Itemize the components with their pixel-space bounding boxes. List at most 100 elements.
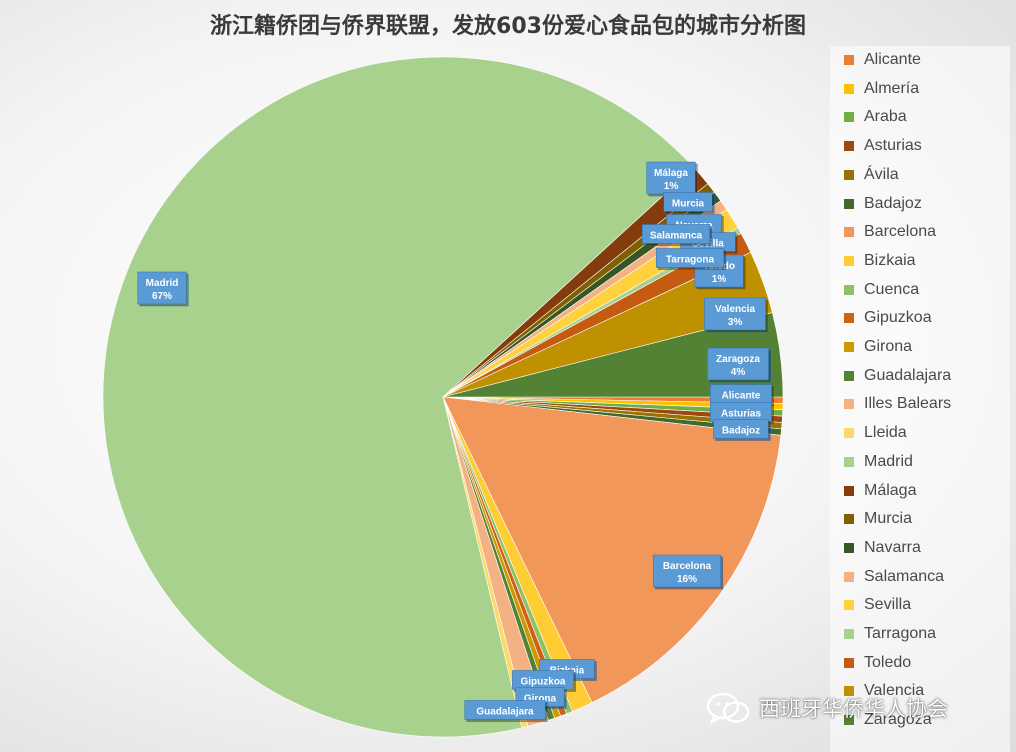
legend-label: Ávila bbox=[864, 165, 899, 183]
legend-item-zaragoza: Zaragoza bbox=[844, 706, 932, 734]
data-label-murcia: Murcia bbox=[663, 192, 715, 214]
data-label-name: Barcelona bbox=[663, 561, 712, 572]
legend-swatch bbox=[844, 112, 854, 123]
legend-label: Cuenca bbox=[864, 280, 920, 298]
legend-item--vila: Ávila bbox=[844, 161, 899, 189]
data-label-m-laga: Málaga 1% bbox=[646, 161, 698, 197]
data-label-gipuzkoa: Gipuzkoa bbox=[512, 670, 576, 692]
legend-item-gipuzkoa: Gipuzkoa bbox=[844, 304, 932, 332]
legend-swatch bbox=[844, 227, 854, 238]
data-label-name: Gipuzkoa bbox=[520, 677, 565, 688]
legend-label: Salamanca bbox=[864, 567, 945, 585]
legend-swatch bbox=[844, 715, 854, 726]
legend-item-valencia: Valencia bbox=[844, 677, 924, 705]
legend-swatch bbox=[844, 542, 854, 553]
legend-item-guadalajara: Guadalajara bbox=[844, 362, 951, 390]
legend-label: Zaragoza bbox=[864, 711, 932, 729]
legend-label: Illes Balears bbox=[864, 395, 952, 413]
legend-swatch bbox=[844, 313, 854, 324]
legend-item-salamanca: Salamanca bbox=[844, 563, 944, 591]
legend-item-cuenca: Cuenca bbox=[844, 276, 919, 304]
legend-swatch bbox=[844, 198, 854, 209]
legend-label: Navarra bbox=[864, 538, 921, 556]
legend-item-almer-a: Almería bbox=[844, 75, 919, 103]
data-label-name: Girona bbox=[524, 694, 557, 705]
pie-slices bbox=[102, 56, 784, 738]
legend-swatch bbox=[844, 169, 854, 180]
legend-swatch bbox=[844, 83, 854, 94]
watermark: 西班牙华侨华人协会 bbox=[705, 688, 948, 728]
legend-label: Girona bbox=[864, 338, 913, 355]
legend-label: Murcia bbox=[864, 510, 913, 528]
data-label-name: Salamanca bbox=[650, 231, 703, 242]
legend-item-alicante: Alicante bbox=[844, 46, 921, 74]
legend-item-toledo: Toledo bbox=[844, 649, 911, 677]
legend-swatch bbox=[844, 629, 854, 639]
data-label-name: Málaga bbox=[654, 168, 688, 179]
legend-swatch bbox=[844, 657, 854, 668]
data-label-barcelona: Barcelona 16% bbox=[652, 554, 724, 590]
legend-item-navarra: Navarra bbox=[844, 534, 921, 562]
data-label-percent: 3% bbox=[728, 317, 743, 328]
legend-item-araba: Araba bbox=[844, 103, 907, 131]
data-label-badajoz: Badajoz bbox=[713, 419, 771, 441]
pie-slice-zaragoza bbox=[442, 312, 784, 398]
legend-label: Gipuzkoa bbox=[864, 309, 932, 327]
data-label-name: Madrid bbox=[146, 278, 179, 289]
data-label-salamanca: Salamanca bbox=[641, 224, 713, 246]
legend-item-bizkaia: Bizkaia bbox=[844, 247, 916, 275]
legend-swatch bbox=[844, 370, 854, 381]
legend-label: Madrid bbox=[864, 452, 913, 470]
data-label-name: Asturias bbox=[721, 409, 761, 420]
legend-label: Bizkaia bbox=[864, 251, 916, 269]
data-label-alicante: Alicante bbox=[710, 384, 774, 406]
data-label-percent: 4% bbox=[731, 367, 746, 378]
legend-label: Almería bbox=[864, 79, 920, 97]
watermark-text: 西班牙华侨华人协会 bbox=[759, 697, 948, 721]
legend-item-tarragona: Tarragona bbox=[844, 620, 936, 648]
legend-label: Guadalajara bbox=[864, 366, 952, 384]
legend-label: Málaga bbox=[864, 481, 917, 499]
data-labels: Madrid 67% Barcelona 16% Zaragoza 4% Valencia 3… bbox=[137, 161, 774, 722]
legend-item-barcelona: Barcelona bbox=[844, 218, 936, 246]
legend-swatch bbox=[844, 255, 854, 266]
legend-item-illes-balears: Illes Balears bbox=[844, 390, 951, 418]
data-label-percent: 16% bbox=[677, 574, 697, 585]
legend-label: Barcelona bbox=[864, 223, 937, 241]
legend-label: Lleida bbox=[864, 424, 907, 442]
legend-label: Badajoz bbox=[864, 194, 922, 212]
data-label-name: Murcia bbox=[672, 199, 705, 210]
data-label-percent: 67% bbox=[152, 291, 172, 302]
legend-swatch bbox=[844, 342, 854, 352]
legend-swatch bbox=[844, 428, 854, 439]
data-label-asturias: Asturias bbox=[710, 402, 774, 424]
data-label-name: Zaragoza bbox=[716, 354, 760, 365]
legend-swatch bbox=[844, 571, 854, 582]
legend-label: Tarragona bbox=[864, 625, 937, 642]
data-label-valencia: Valencia 3% bbox=[704, 297, 768, 333]
data-label-percent: 1% bbox=[664, 181, 679, 192]
legend-item-madrid: Madrid bbox=[844, 448, 913, 476]
legend-swatch bbox=[844, 600, 854, 611]
legend: Alicante Almería Araba Asturias Ávila Badajoz… bbox=[830, 46, 1010, 752]
data-label-name: Valencia bbox=[715, 304, 755, 315]
data-label-name: Badajoz bbox=[722, 426, 760, 437]
legend-item-sevilla: Sevilla bbox=[844, 591, 911, 619]
wechat-icon bbox=[706, 692, 750, 725]
legend-swatch bbox=[844, 55, 854, 65]
data-label-tarragona: Tarragona bbox=[655, 248, 727, 270]
data-label-name: Sevilla bbox=[692, 239, 724, 250]
data-label-name: Guadalajara bbox=[476, 707, 534, 718]
legend-item-badajoz: Badajoz bbox=[844, 190, 922, 218]
data-label-madrid: Madrid 67% bbox=[137, 271, 189, 307]
legend-item-asturias: Asturias bbox=[844, 132, 922, 160]
data-label-name: Alicante bbox=[722, 391, 761, 402]
legend-swatch bbox=[844, 686, 854, 697]
pie-slice-barcelona bbox=[442, 396, 782, 704]
legend-label: Araba bbox=[864, 108, 907, 126]
legend-swatch bbox=[844, 485, 854, 496]
legend-swatch bbox=[844, 514, 854, 525]
legend-item-murcia: Murcia bbox=[844, 505, 912, 533]
data-label-name: Tarragona bbox=[666, 255, 715, 266]
